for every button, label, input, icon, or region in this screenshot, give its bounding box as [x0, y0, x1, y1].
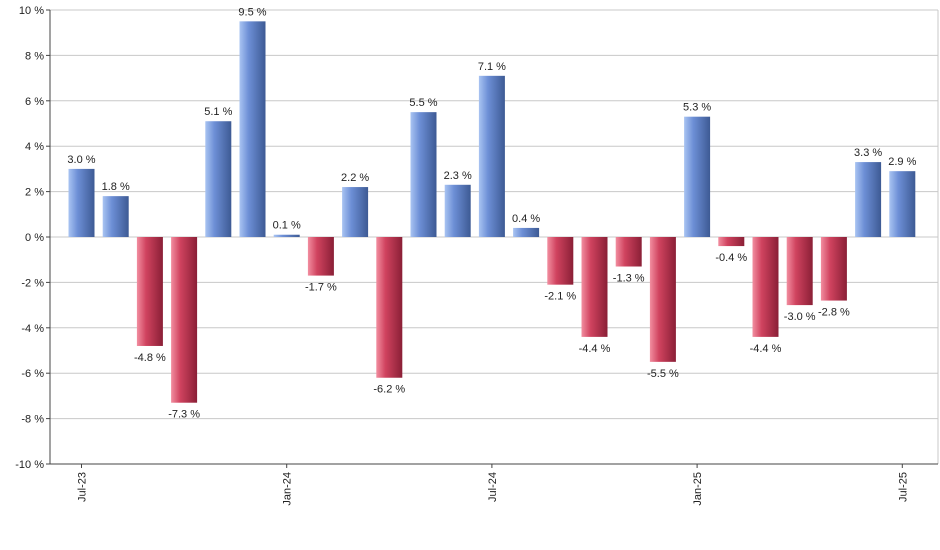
data-label: 3.0 % — [67, 154, 95, 166]
y-tick-label: -6 % — [21, 368, 44, 380]
y-tick-label: 6 % — [25, 96, 44, 108]
bar — [752, 237, 779, 337]
bar — [820, 237, 847, 301]
data-label: 1.8 % — [102, 181, 130, 193]
data-label: -7.3 % — [168, 409, 200, 421]
bar — [376, 237, 403, 378]
data-label: 2.2 % — [341, 172, 369, 184]
data-label: -3.0 % — [784, 311, 816, 323]
x-tick-label: Jul-24 — [487, 472, 499, 502]
data-label: -4.8 % — [134, 352, 166, 364]
bar — [136, 237, 163, 346]
data-labels: 3.0 % 1.8 % -4.8 % -7.3 % 5.1 % 9.5 % 0.1 % -1.… — [67, 6, 916, 420]
data-label: 2.9 % — [888, 156, 916, 168]
bar — [786, 237, 813, 306]
data-label: 2.3 % — [444, 170, 472, 182]
bar — [102, 196, 129, 237]
data-label: 5.1 % — [204, 106, 232, 118]
data-label: 9.5 % — [238, 6, 266, 18]
bar — [342, 187, 369, 237]
data-label: -4.4 % — [750, 343, 782, 355]
data-label: -6.2 % — [373, 384, 405, 396]
y-tick-label: -4 % — [21, 323, 44, 335]
data-label: -5.5 % — [647, 368, 679, 380]
y-tick-label: -10 % — [15, 459, 44, 471]
data-label: 5.5 % — [409, 97, 437, 109]
data-label: 3.3 % — [854, 147, 882, 159]
bar — [273, 234, 300, 237]
axes: 10 % 8 % 6 % 4 % 2 % 0 % -2 % -4 % -6 % -8 % -10 %… — [15, 5, 939, 506]
data-label: -1.3 % — [613, 273, 645, 285]
y-tick-label: 0 % — [25, 232, 44, 244]
bar — [410, 112, 437, 237]
y-tick-label: 2 % — [25, 187, 44, 199]
data-label: 0.4 % — [512, 213, 540, 225]
bar — [478, 75, 505, 237]
y-tick-label: -2 % — [21, 277, 44, 289]
data-label: 5.3 % — [683, 102, 711, 114]
bar — [547, 237, 574, 285]
bar — [581, 237, 608, 337]
data-label: -0.4 % — [715, 252, 747, 264]
bar — [444, 184, 471, 237]
bar — [855, 162, 882, 237]
data-label: 0.1 % — [273, 220, 301, 232]
data-label: -2.8 % — [818, 307, 850, 319]
y-tick-label: -8 % — [21, 414, 44, 426]
bar — [239, 21, 266, 237]
y-tick-label: 8 % — [25, 50, 44, 62]
bar — [307, 237, 334, 276]
x-tick-label: Jan-24 — [282, 472, 294, 506]
bar — [68, 168, 95, 237]
data-label: -2.1 % — [544, 291, 576, 303]
y-tick-label: 4 % — [25, 141, 44, 153]
bar — [171, 237, 198, 403]
bar — [205, 121, 232, 237]
bar — [889, 171, 916, 237]
data-label: -1.7 % — [305, 282, 337, 294]
bar — [615, 237, 642, 267]
bar — [649, 237, 676, 362]
data-label: -4.4 % — [579, 343, 611, 355]
x-tick-label: Jul-23 — [77, 472, 89, 502]
x-tick-label: Jan-25 — [692, 472, 704, 506]
bars — [68, 21, 916, 403]
data-label: 7.1 % — [478, 61, 506, 73]
x-tick-label: Jul-25 — [897, 472, 909, 502]
y-tick-label: 10 % — [19, 5, 44, 17]
bar — [684, 116, 711, 237]
bar — [718, 237, 745, 247]
bar — [513, 227, 540, 237]
